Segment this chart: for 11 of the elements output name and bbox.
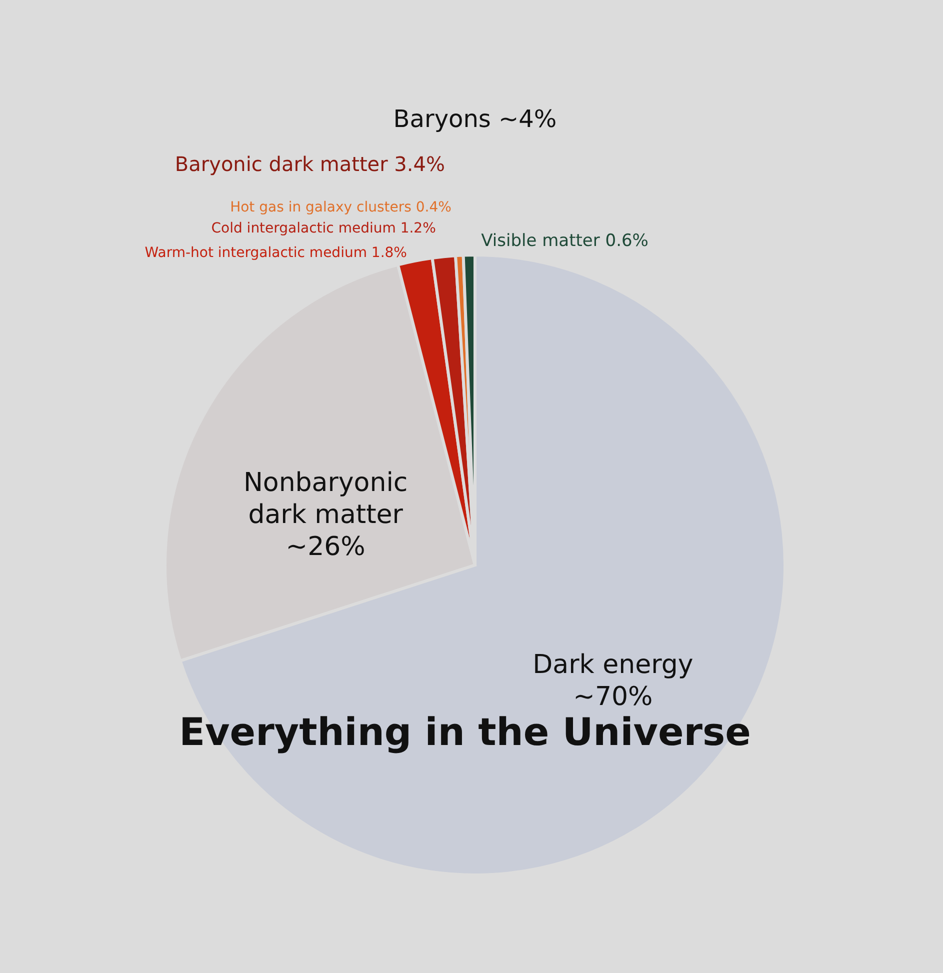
data-label: ~26% (286, 532, 366, 562)
slice-label: Nonbaryonic dark matter (243, 468, 408, 530)
data-label: ~70% (573, 682, 653, 712)
slice-label: Visible matter 0.6% (481, 231, 648, 252)
text: Baryons ~4% (393, 105, 557, 133)
text: Baryonic dark matter 3.4% (174, 152, 445, 176)
slice-label: Hot gas in galaxy clusters 0.4% (230, 199, 452, 216)
slice-label: Dark energy (532, 650, 694, 680)
text: Everything in the Universe (179, 710, 751, 754)
slice-label: Cold intergalactic medium 1.2% (211, 220, 436, 237)
slice-label: Warm-hot intergalactic medium 1.8% (144, 244, 407, 261)
